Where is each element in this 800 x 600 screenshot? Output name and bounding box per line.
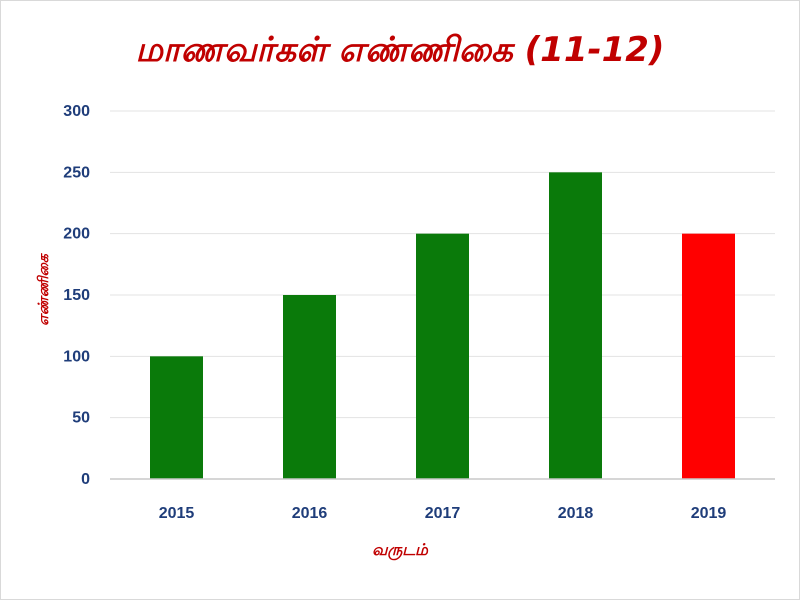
y-tick-label: 250: [63, 164, 90, 181]
x-tick-label: 2017: [425, 505, 461, 522]
x-tick-label: 2018: [558, 505, 594, 522]
x-tick-labels: 2015 2016 2017 2018 2019: [159, 505, 727, 522]
bars: [150, 172, 735, 480]
x-axis-label: வருடம்: [372, 540, 428, 559]
bar-2017: [416, 233, 469, 479]
x-tick-label: 2016: [292, 505, 328, 522]
y-tick-label: 100: [63, 348, 90, 365]
y-tick-label: 300: [63, 103, 90, 120]
bar-2015: [150, 356, 203, 479]
y-tick-label: 150: [63, 287, 90, 304]
bar-2018: [549, 172, 602, 480]
y-tick-labels: 0 50 100 150 200 250 300: [63, 103, 90, 488]
bar-2019: [682, 233, 735, 479]
chart-title: மாணவர்கள் எண்ணிகை (11-12): [135, 30, 665, 70]
x-tick-label: 2019: [691, 505, 727, 522]
bar-2016: [283, 295, 336, 479]
x-tick-label: 2015: [159, 505, 195, 522]
y-tick-label: 50: [72, 410, 90, 427]
y-tick-label: 200: [63, 226, 90, 243]
y-tick-label: 0: [81, 471, 90, 488]
